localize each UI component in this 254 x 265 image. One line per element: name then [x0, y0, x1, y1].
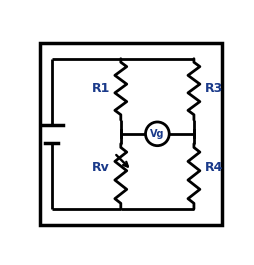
Circle shape: [145, 122, 169, 146]
Text: R4: R4: [204, 161, 222, 174]
Text: R1: R1: [91, 82, 110, 95]
Text: Rv: Rv: [92, 161, 109, 174]
Text: R3: R3: [204, 82, 222, 95]
Text: Vg: Vg: [150, 129, 164, 139]
